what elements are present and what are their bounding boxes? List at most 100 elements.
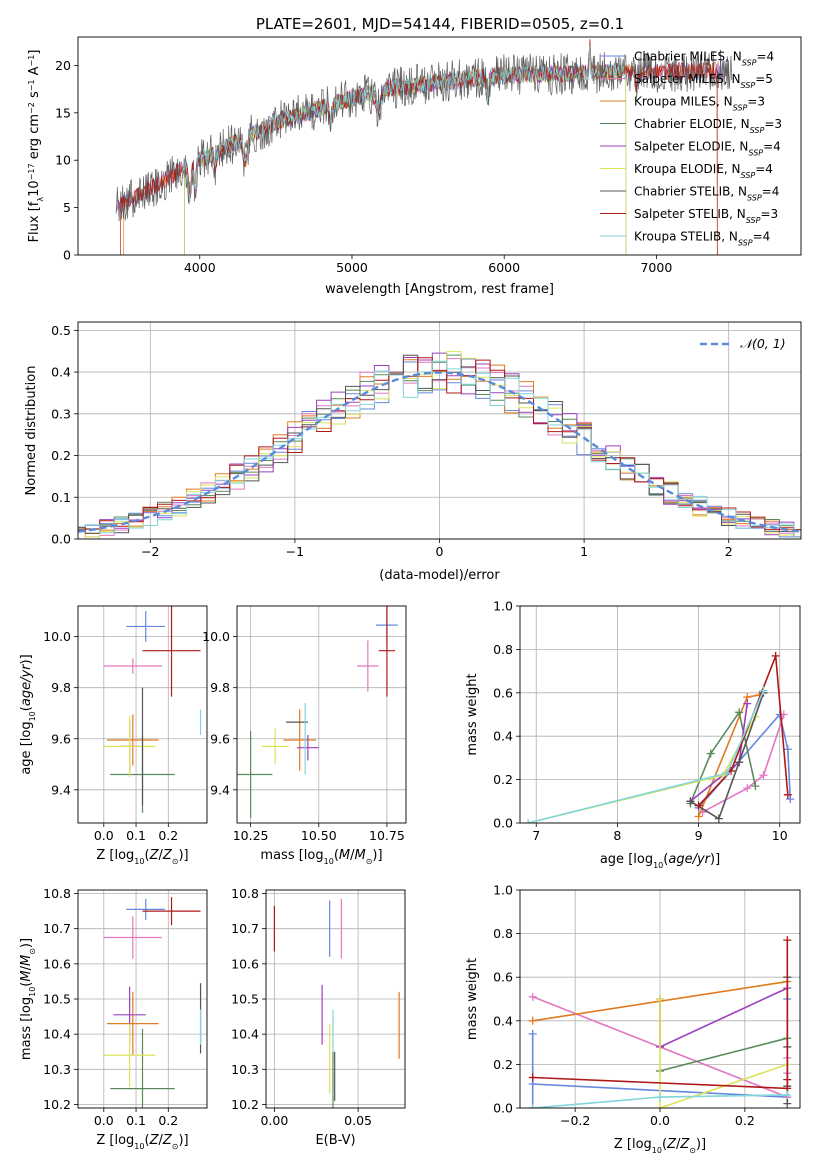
spectrum-line-chabrier_stelib — [115, 47, 733, 222]
weight-line-chabrier_elodie — [689, 710, 757, 804]
label-fragment: mass [log — [19, 997, 34, 1060]
label-fragment: 10 — [28, 987, 37, 997]
label-fragment: / — [158, 848, 163, 863]
label-fragment: / — [350, 848, 355, 863]
label-fragment: ( — [144, 848, 149, 863]
label-fragment: Z [log — [96, 848, 134, 863]
normal-curve — [78, 371, 801, 533]
legend-label-fragment: =4 — [762, 185, 780, 199]
x-tick-label: 0.1 — [126, 828, 146, 843]
weight-marker-salpeter_elodie — [743, 699, 752, 708]
legend-label-kroupa_miles: Kroupa MILES, NSSP=3 — [634, 95, 765, 113]
weight-line-kroupa_elodie — [659, 999, 788, 1108]
label-fragment: 10 — [27, 180, 42, 197]
label-fragment: age [log — [19, 721, 34, 774]
x-axis-label: wavelength [Angstrom, rest frame] — [325, 282, 554, 297]
x-tick-label: −2 — [141, 544, 159, 559]
legend-label-salpeter_elodie: Salpeter ELODIE, NSSP=4 — [634, 140, 781, 158]
label-fragment: ⊙ — [172, 1142, 179, 1151]
y-tick-label: 10.2 — [43, 1097, 71, 1112]
legend-label-fragment: SSP — [741, 81, 756, 90]
y-tick-label: 10.2 — [231, 1097, 259, 1112]
x-tick-label: 0.2 — [735, 1113, 755, 1128]
x-tick-label: 9 — [695, 828, 703, 843]
label-fragment: ( — [662, 1137, 667, 1152]
y-tick-label: 0 — [63, 248, 71, 263]
weight-vs-metallicity-panel: −0.2 0.0 0.20.00.20.40.60.81.0Z [log10(Z/Z… — [465, 883, 801, 1155]
y-axis-label: Flux [fλ10−17 erg cm−2 s−1 A−1] — [27, 50, 45, 243]
y-tick-label: 9.6 — [210, 731, 230, 746]
y-tick-label: 0.8 — [493, 642, 513, 657]
weight-marker-kroupa_miles — [694, 812, 703, 821]
label-fragment: Normed distribution — [24, 366, 39, 496]
legend-label-kroupa_stelib: Kroupa STELIB, NSSP=4 — [634, 230, 770, 248]
y-tick-label: 5 — [63, 200, 71, 215]
y-axis-label: mass weight — [465, 673, 480, 755]
histogram-chabrier_elodie — [78, 354, 801, 531]
x-tick-label: 0.00 — [260, 1113, 288, 1128]
weight-marker-salpeter_miles — [528, 992, 537, 1001]
label-fragment: / — [19, 965, 34, 970]
label-fragment: / — [676, 1137, 681, 1152]
weight-line-kroupa_stelib — [527, 690, 765, 823]
y-tick-label: 10.7 — [231, 921, 259, 936]
weight-marker-kroupa_stelib — [759, 686, 768, 695]
y-tick-label: 0.4 — [493, 729, 513, 744]
label-fragment: Z — [149, 1133, 160, 1148]
legend-label-kroupa_elodie: Kroupa ELODIE, NSSP=4 — [634, 162, 773, 180]
histogram-kroupa_stelib — [78, 360, 801, 538]
y-tick-label: 15 — [55, 105, 71, 120]
plot-area — [524, 651, 795, 823]
weight-line-salpeter_stelib — [532, 940, 789, 1090]
legend-label-fragment: =4 — [755, 162, 773, 176]
label-fragment: A — [27, 66, 42, 79]
histogram-salpeter_miles — [78, 358, 801, 538]
label-fragment: ( — [334, 848, 339, 863]
y-axis-label: age [log10(age/yr)] — [19, 654, 37, 774]
label-fragment: )] — [696, 1137, 706, 1152]
x-tick-label: 4000 — [184, 260, 216, 275]
axes-frame — [236, 605, 407, 824]
weight-line-salpeter_elodie — [659, 987, 788, 1049]
x-axis-label: mass [log10(M/M⊙)] — [260, 848, 382, 866]
y-tick-label: 10.8 — [231, 886, 259, 901]
y-tick-label: 0.0 — [493, 1101, 513, 1116]
label-fragment: Z — [679, 1137, 690, 1152]
label-fragment: Z [log — [96, 1133, 134, 1148]
label-fragment: )] — [372, 848, 382, 863]
y-tick-label: 20 — [55, 58, 71, 73]
spectrum-line-kroupa_stelib — [181, 45, 626, 202]
label-fragment: )] — [19, 654, 34, 664]
weight-marker-kroupa_stelib — [722, 769, 731, 778]
x-tick-label: 1 — [580, 544, 588, 559]
label-fragment: ( — [144, 1133, 149, 1148]
label-fragment: Z — [162, 1133, 173, 1148]
legend-label-fragment: SSP — [738, 238, 753, 247]
legend-label-fragment: Kroupa MILES, N — [634, 95, 733, 109]
x-tick-label: 0.1 — [126, 1113, 146, 1128]
plot-area — [237, 606, 398, 818]
label-fragment: 10 — [134, 1142, 144, 1151]
plot-area — [528, 936, 792, 1108]
weight-marker-salpeter_stelib — [694, 801, 703, 810]
legend-label-fragment: SSP — [742, 58, 757, 67]
legend-label-fragment: SSP — [748, 148, 763, 157]
y-tick-label: 9.8 — [51, 680, 71, 695]
label-fragment: ⊙ — [172, 857, 179, 866]
legend-label-fragment: =4 — [756, 50, 774, 64]
label-fragment: )] — [178, 848, 188, 863]
legend-label-fragment: SSP — [746, 216, 761, 225]
x-axis-label: age [log10(age/yr)] — [600, 852, 720, 870]
y-tick-label: 0.5 — [51, 323, 71, 338]
x-tick-label: 5000 — [336, 260, 368, 275]
y-tick-label: 0.6 — [493, 685, 513, 700]
y-tick-label: 9.8 — [210, 680, 230, 695]
plot-area — [103, 606, 202, 813]
x-tick-label: 7 — [532, 828, 540, 843]
x-tick-label: 10.75 — [369, 828, 405, 843]
y-tick-label: 1.0 — [493, 599, 513, 614]
x-tick-label: 10 — [772, 828, 788, 843]
y-tick-label: 0.2 — [493, 1057, 513, 1072]
legend-label-fragment: Salpeter MILES, N — [634, 72, 741, 86]
